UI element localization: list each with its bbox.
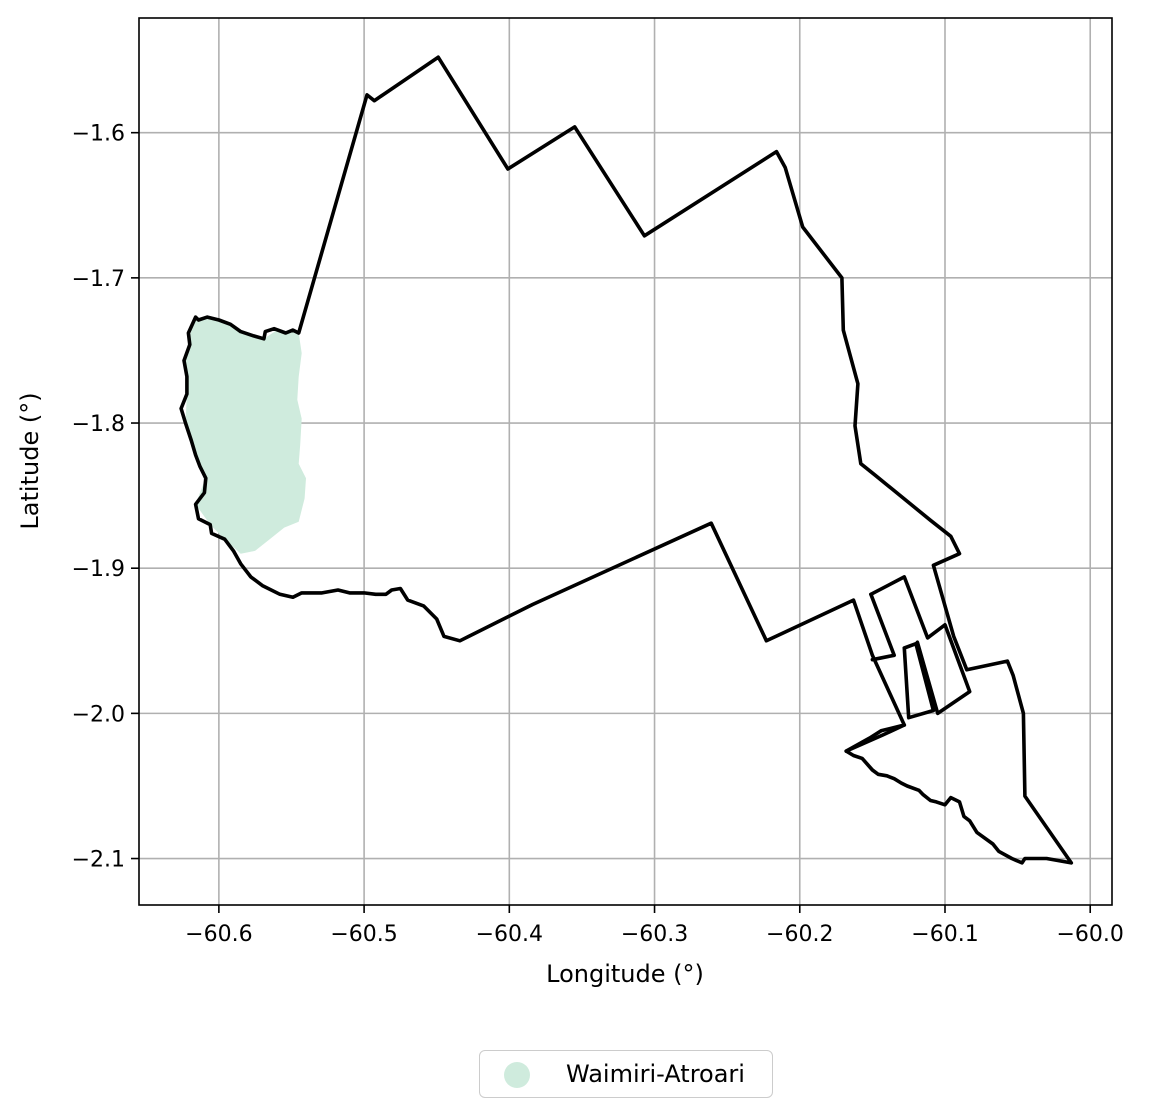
inner-boundary-outline	[902, 641, 936, 720]
x-tick-label: −60.4	[476, 922, 543, 947]
x-tick-label: −60.1	[911, 922, 978, 947]
x-tick-label: −60.2	[766, 922, 833, 947]
x-tick-label: −60.3	[621, 922, 688, 947]
y-tick-label: −1.9	[72, 557, 125, 582]
axis-ticks: −60.6 −60.5 −60.4 −60.3 −60.2 −60.1 −60.0 −1.6 −…	[72, 122, 1124, 947]
y-tick-label: −1.8	[72, 412, 125, 437]
map-chart: −60.6 −60.5 −60.4 −60.3 −60.2 −60.1 −60.0 −1.6 −…	[16, 17, 1124, 988]
y-tick-label: −1.7	[72, 267, 125, 292]
x-tick-label: −60.5	[330, 922, 397, 947]
inner-boundary-outline	[869, 575, 972, 716]
y-tick-label: −2.1	[72, 848, 125, 873]
x-tick-label: −60.0	[1057, 922, 1124, 947]
main-boundary-outline	[179, 55, 1074, 865]
inner-boundary-outline	[844, 723, 907, 753]
plot-frame	[138, 17, 1113, 906]
y-tick-label: −2.0	[72, 702, 125, 727]
waimiri-atroari-area	[184, 317, 306, 554]
x-axis-label: Longitude (°)	[546, 960, 704, 988]
y-axis-label: Latitude (°)	[16, 392, 44, 529]
x-tick-label: −60.6	[185, 922, 252, 947]
inner-boundary-outline	[869, 592, 897, 662]
y-tick-label: −1.6	[72, 122, 125, 147]
legend-marker	[504, 1062, 530, 1088]
legend: Waimiri-Atroari	[479, 1050, 773, 1098]
legend-label: Waimiri-Atroari	[566, 1060, 745, 1088]
gridlines	[139, 18, 1112, 905]
boundary-outlines	[179, 55, 1074, 865]
